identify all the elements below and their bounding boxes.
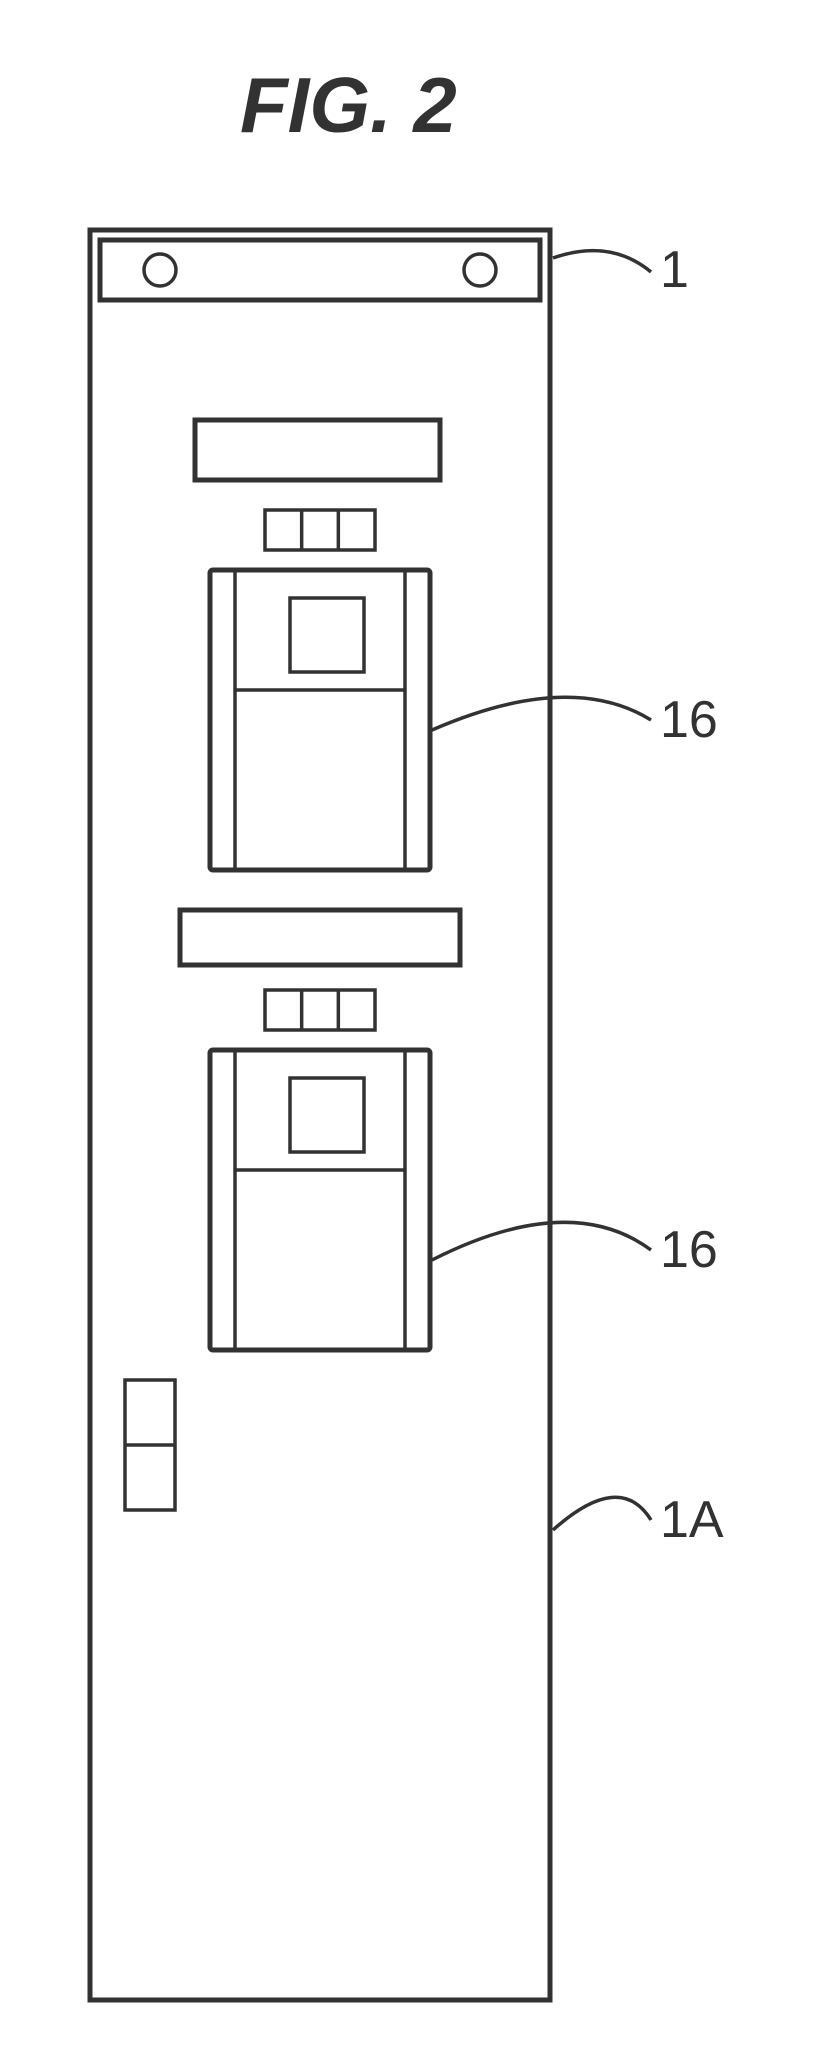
callout-label-16: 16 [660,690,718,750]
callout-label-16: 16 [660,1220,718,1280]
callout-label-1A: 1A [660,1490,724,1550]
figure-drawing [0,0,816,2046]
figure-canvas: FIG. 2 1 16 16 1A [0,0,816,2046]
callout-label-1: 1 [660,240,689,300]
